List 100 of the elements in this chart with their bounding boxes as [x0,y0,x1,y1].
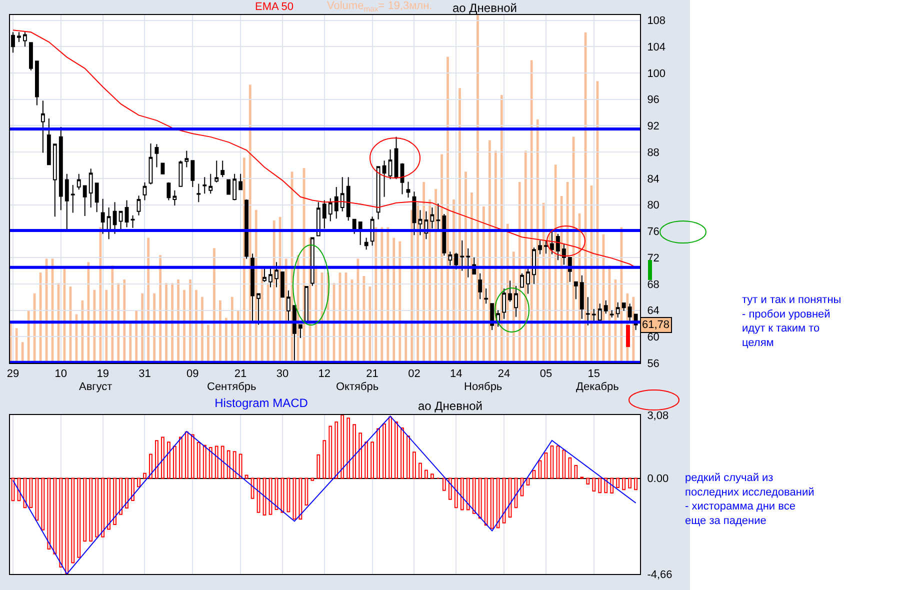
bar [428,199,431,363]
bar [446,56,449,363]
candlestick [94,182,99,213]
bar [392,238,396,363]
candlestick [76,173,81,190]
y-tick-label: 92 [647,120,660,133]
candlestick [118,210,123,232]
x-tick-label: 21 [366,368,378,380]
line-series [12,30,636,268]
candlestick [364,237,368,250]
bar [560,196,563,363]
y-tick-label: 104 [647,41,666,54]
bar [190,434,194,479]
candlestick [454,252,458,270]
bar [113,478,116,525]
bar [107,478,111,530]
bar [135,310,138,363]
candlestick [23,32,27,48]
y-tick-label: 56 [647,358,660,370]
chart-subtitle: ао Дневной [418,399,482,413]
y-tick-label: 96 [647,94,660,106]
candlestick [184,150,189,168]
candlestick [238,173,243,190]
candlestick [178,160,183,187]
bar [622,478,626,490]
bar [610,478,614,494]
candlestick [262,268,266,282]
bar [101,478,105,538]
bar [412,452,416,479]
bar [410,210,414,363]
bar [400,427,404,479]
bar [592,478,596,492]
bar [15,328,18,363]
candlestick [508,280,512,302]
candlestick [280,272,284,298]
candlestick [166,182,171,201]
bar [406,436,410,479]
bar [424,470,428,479]
candlestick [376,166,380,220]
x-tick-label: 10 [54,368,68,380]
candlestick [46,118,51,166]
bar [137,478,140,488]
bar [500,95,503,363]
bar [362,276,366,363]
x-tick-label: 30 [276,368,289,380]
candlestick [502,288,506,320]
candlestick [622,302,626,312]
candlestick [196,183,201,203]
bar [416,202,420,363]
bar [220,446,224,479]
bar [71,478,75,564]
bar [304,478,308,506]
candlestick [17,32,21,43]
bar [418,462,422,479]
text: редкий случай из последних исследований - хисторамма дни все еще за падение [685,472,814,527]
bar [208,446,212,479]
bar [364,442,368,479]
text: тут и так и понятны - пробои уровней идут к таким то целям [742,294,842,349]
bar [494,150,497,363]
text: Октябрь [336,381,379,393]
x-tick-label: 19 [96,368,109,380]
x-tick-label: 14 [450,368,462,380]
bar [484,478,488,526]
candlestick [616,302,620,318]
bar [374,227,378,363]
bar [434,189,437,363]
bar [238,454,242,479]
y-tick-label: 3,08 [647,410,669,422]
bar [195,290,198,363]
bar [628,478,632,488]
candlestick [82,185,87,217]
bar [310,478,314,481]
bar [382,424,386,479]
candlestick [520,272,524,288]
bar [214,446,218,479]
candlestick [148,143,153,185]
candlestick [610,310,614,318]
candlestick [598,303,602,321]
bar [632,296,635,363]
bar [236,310,240,363]
candlestick [550,230,554,255]
candlestick [202,176,207,194]
bar [266,282,270,363]
bar [554,164,557,363]
bar [159,255,162,363]
candlestick [628,303,632,322]
x-tick-label: 29 [6,368,20,380]
candlestick [400,162,404,195]
bar [202,444,206,479]
candlestick [298,324,302,338]
line-series [12,416,636,574]
bar [542,202,545,363]
bar [131,478,134,501]
bar [454,478,458,508]
candlestick [334,186,338,220]
text: Volume$_{max}$= 19,3млн. [327,0,432,14]
bar [21,342,24,363]
bar [356,258,360,363]
candlestick [346,176,350,222]
bar [376,428,380,479]
